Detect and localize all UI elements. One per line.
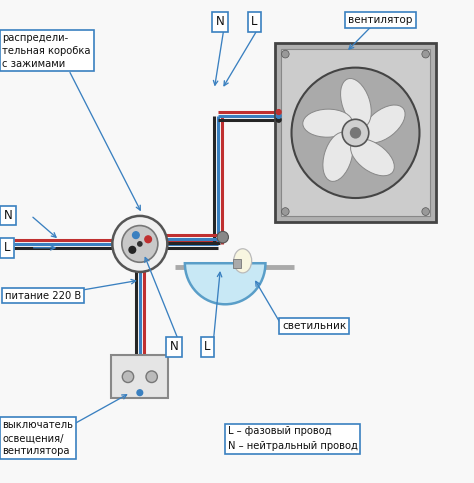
Text: питание 220 В: питание 220 В [5,291,81,300]
Text: вентилятор: вентилятор [348,15,413,25]
Ellipse shape [323,132,353,182]
FancyBboxPatch shape [281,49,430,216]
Circle shape [276,117,281,122]
Ellipse shape [234,249,252,273]
Circle shape [137,241,143,247]
Circle shape [217,231,228,243]
Circle shape [145,236,152,242]
FancyBboxPatch shape [275,43,436,222]
Circle shape [122,371,134,383]
Circle shape [137,390,143,396]
Text: N: N [4,209,12,222]
Circle shape [292,68,419,198]
Text: N: N [216,15,224,28]
Circle shape [112,216,167,272]
Text: L: L [204,341,210,353]
Ellipse shape [341,79,371,127]
Circle shape [350,127,361,139]
FancyBboxPatch shape [233,259,241,268]
Circle shape [422,50,429,58]
Ellipse shape [303,109,353,137]
Circle shape [276,114,281,118]
Text: светильник: светильник [282,321,346,331]
Ellipse shape [351,139,394,176]
Text: N: N [170,341,178,353]
Text: L: L [4,242,10,254]
Ellipse shape [362,105,405,143]
Circle shape [282,50,289,58]
Circle shape [133,232,139,239]
FancyBboxPatch shape [111,355,168,398]
Circle shape [146,371,157,383]
Text: распредели-
тельная коробка
с зажимами: распредели- тельная коробка с зажимами [2,33,91,69]
Circle shape [282,208,289,215]
Text: выключатель
освещения/
вентилятора: выключатель освещения/ вентилятора [2,420,73,456]
Circle shape [342,119,369,146]
Circle shape [129,246,136,253]
Text: L – фазовый провод
N – нейтральный провод: L – фазовый провод N – нейтральный прово… [228,426,357,451]
Text: L: L [251,15,258,28]
Circle shape [122,226,158,262]
Circle shape [422,208,429,215]
Circle shape [276,110,281,114]
Wedge shape [185,263,265,304]
